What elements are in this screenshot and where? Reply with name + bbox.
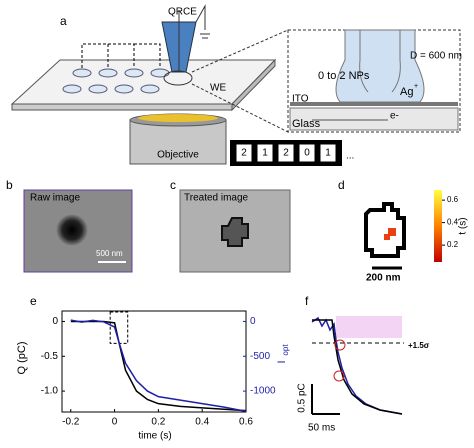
y-tick-label: 0 <box>52 316 58 327</box>
scale-label: 200 nm <box>366 273 401 284</box>
plot-frame <box>61 310 247 413</box>
data-line <box>70 320 247 412</box>
sequence-digit: 0 <box>304 148 310 159</box>
colorbar-tick-label: 0.4 <box>447 218 459 227</box>
sequence-digit: 1 <box>325 148 331 159</box>
label: ... <box>346 151 354 162</box>
image-label: Treated image <box>184 193 249 204</box>
x-axis-label: time (s) <box>138 431 171 442</box>
sequence-digit: 1 <box>262 148 268 159</box>
label: e- <box>390 111 399 122</box>
y2-tick-label: 0 <box>250 316 256 327</box>
spot-outline <box>221 217 249 247</box>
label: + <box>414 83 418 90</box>
panel-label: a <box>60 14 67 28</box>
panel-label: b <box>6 178 13 192</box>
setup-illustration <box>10 4 461 166</box>
image-label: Raw image <box>30 193 80 204</box>
colorbar-tick-label: 0.2 <box>447 240 459 249</box>
zoom-box <box>109 311 129 344</box>
panel-label: f <box>305 294 309 308</box>
label: QRCE <box>168 7 197 18</box>
label: ITO <box>292 94 309 105</box>
threshold-label: +1.5σ <box>408 341 430 350</box>
time-map <box>384 228 396 240</box>
y-axis-label: Q (pC) <box>16 342 28 375</box>
panel-label: e <box>30 294 37 308</box>
colorbar-label: t (s) <box>458 217 469 234</box>
label: Glass <box>292 118 321 130</box>
label: WE <box>210 83 226 94</box>
y2-tick-label: -500 <box>250 351 270 362</box>
x-tick-label: -0.2 <box>62 417 80 428</box>
zoom-panel <box>311 316 404 415</box>
label: D = 600 nm <box>410 51 462 62</box>
colorbar-tick-label: 0.6 <box>447 195 459 204</box>
y-tick-label: -1.0 <box>41 386 59 397</box>
y2-axis-label: I <box>276 360 288 363</box>
scale-label: 0.5 pC <box>297 383 308 412</box>
nanoparticle-spot <box>56 214 88 246</box>
sequence-digit: 2 <box>283 148 289 159</box>
y-tick-label: -0.5 <box>41 351 59 362</box>
colorbar <box>434 190 442 262</box>
panel-label: c <box>170 178 176 192</box>
panel-label: d <box>338 178 345 192</box>
x-tick-label: 0.6 <box>239 417 253 428</box>
y2-tick-label: -1000 <box>250 386 276 397</box>
label: Objective <box>157 150 199 161</box>
particle-outline <box>364 202 406 258</box>
x-tick-label: 0 <box>112 417 118 428</box>
x-tick-label: 0.4 <box>195 417 209 428</box>
scale-label: 500 nm <box>96 249 123 258</box>
label: Ag <box>400 86 413 98</box>
x-tick-label: 0.2 <box>151 417 165 428</box>
label: 0 to 2 NPs <box>318 70 370 82</box>
scale-label: 50 ms <box>308 423 335 434</box>
data-line <box>70 319 247 413</box>
y2-axis-label-sub: opt <box>281 344 290 356</box>
sequence-digit: 2 <box>241 148 247 159</box>
